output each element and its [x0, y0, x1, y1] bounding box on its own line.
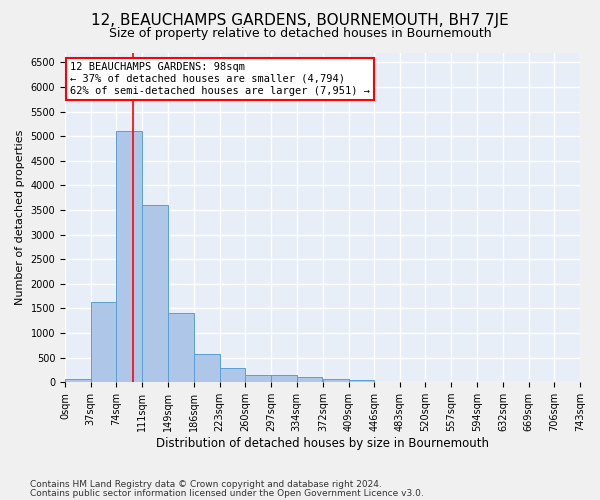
Bar — [271, 376, 296, 382]
Text: 12 BEAUCHAMPS GARDENS: 98sqm
← 37% of detached houses are smaller (4,794)
62% of: 12 BEAUCHAMPS GARDENS: 98sqm ← 37% of de… — [70, 62, 370, 96]
Y-axis label: Number of detached properties: Number of detached properties — [15, 130, 25, 305]
Bar — [142, 205, 167, 382]
Bar — [168, 314, 194, 382]
Bar — [91, 302, 116, 382]
Text: Contains public sector information licensed under the Open Government Licence v3: Contains public sector information licen… — [30, 489, 424, 498]
Text: Contains HM Land Registry data © Crown copyright and database right 2024.: Contains HM Land Registry data © Crown c… — [30, 480, 382, 489]
Text: 12, BEAUCHAMPS GARDENS, BOURNEMOUTH, BH7 7JE: 12, BEAUCHAMPS GARDENS, BOURNEMOUTH, BH7… — [91, 12, 509, 28]
Text: Size of property relative to detached houses in Bournemouth: Size of property relative to detached ho… — [109, 28, 491, 40]
Bar — [65, 380, 91, 382]
Bar — [220, 368, 245, 382]
Bar — [323, 380, 349, 382]
Bar — [296, 378, 322, 382]
Bar — [194, 354, 220, 382]
Bar — [116, 131, 142, 382]
Bar — [245, 374, 271, 382]
X-axis label: Distribution of detached houses by size in Bournemouth: Distribution of detached houses by size … — [156, 437, 489, 450]
Bar — [349, 380, 374, 382]
